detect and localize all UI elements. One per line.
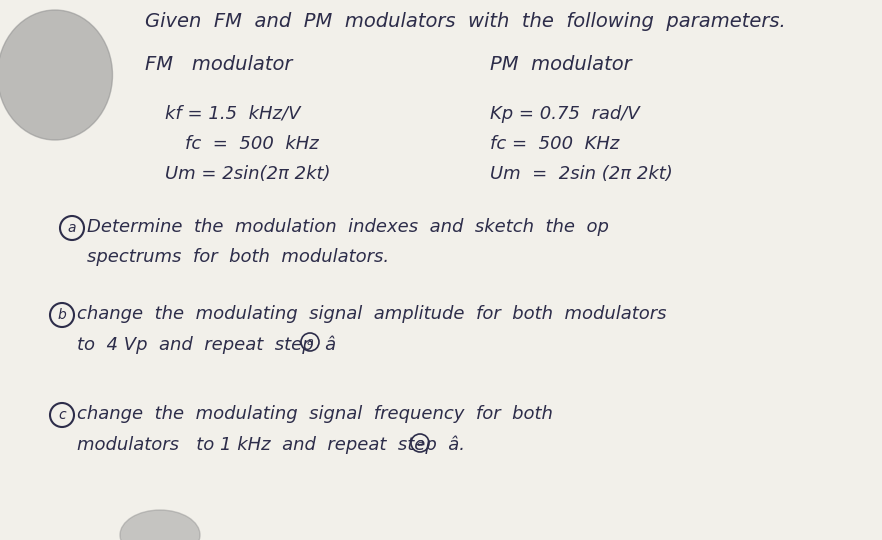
Text: fc =  500  KHz: fc = 500 KHz bbox=[490, 135, 619, 153]
Text: Determine  the  modulation  indexes  and  sketch  the  op: Determine the modulation indexes and ske… bbox=[87, 218, 609, 236]
Text: change  the  modulating  signal  frequency  for  both: change the modulating signal frequency f… bbox=[77, 405, 553, 423]
Text: Um  =  2sin (2π 2kt): Um = 2sin (2π 2kt) bbox=[490, 165, 673, 183]
Text: Um = 2sin(2π 2kt): Um = 2sin(2π 2kt) bbox=[165, 165, 331, 183]
Text: a: a bbox=[416, 438, 423, 448]
Text: FM   modulator: FM modulator bbox=[145, 55, 292, 74]
Text: change  the  modulating  signal  amplitude  for  both  modulators: change the modulating signal amplitude f… bbox=[77, 305, 667, 323]
Text: b: b bbox=[57, 308, 66, 322]
Ellipse shape bbox=[120, 510, 200, 540]
Text: a: a bbox=[68, 221, 76, 235]
Text: spectrums  for  both  modulators.: spectrums for both modulators. bbox=[87, 248, 389, 266]
Text: Kp = 0.75  rad/V: Kp = 0.75 rad/V bbox=[490, 105, 639, 123]
Text: fc  =  500  kHz: fc = 500 kHz bbox=[185, 135, 318, 153]
Text: kf = 1.5  kHz/V: kf = 1.5 kHz/V bbox=[165, 105, 301, 123]
Text: to  4 Vp  and  repeat  step  â: to 4 Vp and repeat step â bbox=[77, 335, 336, 354]
Text: a: a bbox=[307, 337, 313, 347]
Ellipse shape bbox=[0, 10, 113, 140]
Text: modulators   to 1 kHz  and  repeat  step  â.: modulators to 1 kHz and repeat step â. bbox=[77, 435, 465, 454]
Text: Given  FM  and  PM  modulators  with  the  following  parameters.: Given FM and PM modulators with the foll… bbox=[145, 12, 786, 31]
Text: PM  modulator: PM modulator bbox=[490, 55, 632, 74]
Text: c: c bbox=[58, 408, 66, 422]
